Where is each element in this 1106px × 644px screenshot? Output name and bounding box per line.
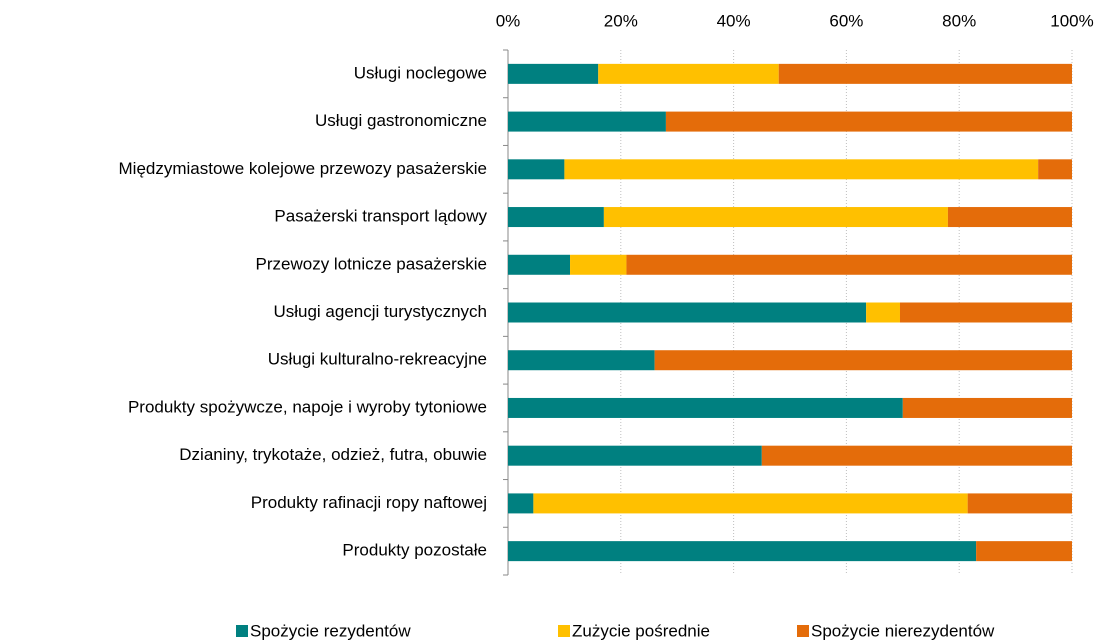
bar-segment — [1038, 159, 1072, 180]
bar-segment — [967, 493, 1072, 514]
bar-segment — [533, 493, 968, 514]
bar-segment — [761, 445, 1072, 466]
bar-segment — [564, 159, 1039, 180]
bar-segment — [976, 541, 1072, 562]
bar-segment — [508, 541, 977, 562]
y-tick-label: Produkty spożywcze, napoje i wyroby tyto… — [128, 397, 487, 416]
bar-segment — [508, 302, 867, 323]
x-tick-label: 20% — [604, 11, 638, 30]
y-tick-label: Przewozy lotnicze pasażerskie — [256, 254, 487, 273]
bar-segment — [947, 207, 1072, 228]
bar-segment — [902, 397, 1072, 418]
y-tick-label: Usługi gastronomiczne — [315, 111, 487, 130]
x-tick-label: 100% — [1050, 11, 1093, 30]
y-tick-label: Dzianiny, trykotaże, odzież, futra, obuw… — [179, 445, 487, 464]
y-tick-label: Produkty rafinacji ropy naftowej — [251, 493, 487, 512]
bar-segment — [508, 254, 571, 275]
y-tick-label: Produkty pozostałe — [342, 541, 487, 560]
bar-segment — [654, 350, 1072, 371]
legend-label: Spożycie nierezydentów — [811, 621, 995, 640]
bar-segment — [866, 302, 900, 323]
bar-segment — [508, 207, 604, 228]
y-tick-label: Usługi kulturalno-rekreacyjne — [268, 350, 487, 369]
y-tick-label: Usługi noclegowe — [354, 63, 487, 82]
legend-swatch — [558, 625, 570, 637]
bar-segment — [508, 111, 666, 132]
y-tick-label: Usługi agencji turystycznych — [273, 302, 487, 321]
bar-segment — [598, 63, 779, 84]
bar-segment — [508, 63, 599, 84]
x-tick-label: 80% — [942, 11, 976, 30]
legend-swatch — [236, 625, 248, 637]
bar-segment — [508, 493, 534, 514]
bar-segment — [626, 254, 1072, 275]
bar-segment — [508, 397, 903, 418]
x-tick-label: 60% — [829, 11, 863, 30]
bar-segment — [603, 207, 948, 228]
x-tick-label: 0% — [496, 11, 521, 30]
bar-segment — [508, 159, 565, 180]
bar-segment — [508, 350, 655, 371]
bar-segment — [665, 111, 1072, 132]
legend-label: Spożycie rezydentów — [250, 621, 411, 640]
y-tick-label: Międzymiastowe kolejowe przewozy pasażer… — [119, 159, 487, 178]
bar-segment — [508, 445, 762, 466]
legend-swatch — [797, 625, 809, 637]
bar-segment — [778, 63, 1072, 84]
bar-segment — [899, 302, 1072, 323]
y-tick-label: Pasażerski transport lądowy — [274, 207, 487, 226]
legend-label: Zużycie pośrednie — [572, 621, 710, 640]
x-tick-label: 40% — [717, 11, 751, 30]
bar-segment — [570, 254, 627, 275]
